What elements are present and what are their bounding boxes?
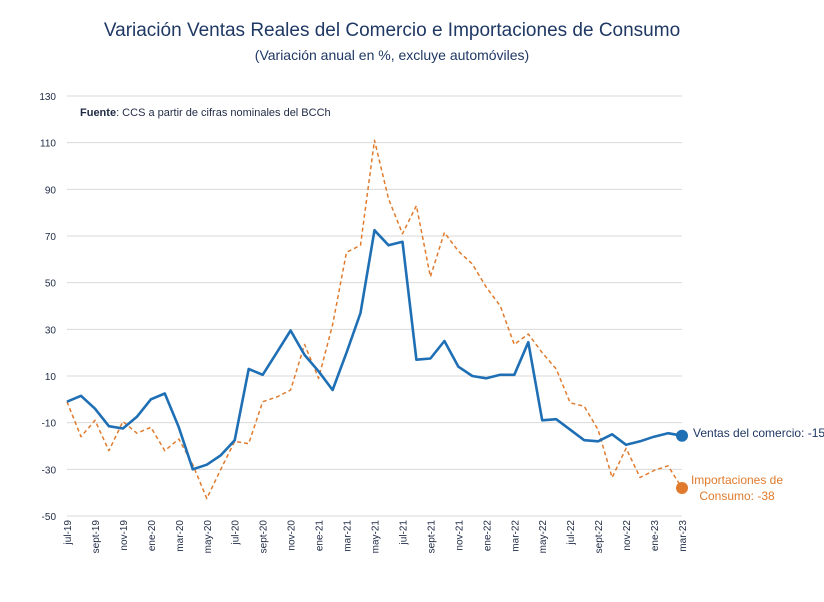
x-axis-ticks: jul-19 sept-19 nov-19 ene-20 mar-20 may-20 jul…	[63, 520, 689, 554]
x-tick-label: sept-19	[91, 520, 102, 554]
source-note: Fuente: CCS a partir de cifras nominales…	[80, 107, 331, 119]
x-tick-label: may-22	[538, 520, 549, 554]
x-tick-label: sept-22	[594, 520, 605, 554]
x-tick-label: ene-20	[147, 520, 158, 552]
x-tick-label: nov-19	[119, 520, 130, 551]
x-tick-label: may-20	[203, 520, 214, 554]
x-tick-label: mar-21	[343, 520, 354, 552]
x-tick-label: jul-22	[566, 520, 577, 546]
x-tick-label: nov-22	[622, 520, 633, 551]
x-tick-label: jul-20	[231, 520, 242, 546]
x-tick-label: mar-22	[510, 520, 521, 552]
ventas-end-label: Ventas del comercio: -15,6	[693, 426, 824, 440]
x-tick-label: ene-23	[650, 520, 661, 552]
x-tick-label: mar-23	[678, 520, 689, 552]
source-text: : CCS a partir de cifras nominales del B…	[116, 107, 331, 119]
importaciones-end-label-line2: Consumo: -38	[699, 489, 775, 503]
ventas-end-marker	[676, 429, 688, 442]
chart-subtitle: (Variación anual en %, excluye automóvil…	[255, 47, 529, 63]
x-tick-label: sept-20	[259, 520, 270, 554]
importaciones-end-marker	[676, 482, 688, 494]
gridlines	[67, 95, 682, 517]
chart-title: Variación Ventas Reales del Comercio e I…	[104, 20, 680, 41]
x-tick-label: jul-21	[398, 520, 409, 546]
x-tick-label: nov-20	[287, 520, 298, 551]
y-tick-label: 10	[45, 372, 57, 383]
y-tick-label: 130	[39, 92, 56, 103]
source-label: Fuente	[80, 107, 116, 119]
y-tick-label: 110	[40, 139, 56, 150]
y-tick-label: 70	[45, 232, 57, 243]
y-tick-label: 30	[45, 325, 57, 336]
y-tick-label: -10	[42, 419, 57, 430]
y-tick-label: -50	[42, 512, 57, 523]
x-tick-label: mar-20	[175, 520, 186, 552]
y-tick-label: 50	[45, 279, 57, 290]
importaciones-de-consumo-line	[66, 139, 683, 500]
x-tick-label: ene-22	[482, 520, 493, 552]
importaciones-end-label-line1: Importaciones de	[691, 473, 783, 487]
x-tick-label: nov-21	[454, 520, 465, 551]
series-lines	[66, 139, 683, 500]
x-tick-label: may-21	[371, 520, 382, 554]
y-tick-label: 90	[45, 185, 57, 196]
x-tick-label: ene-21	[315, 520, 326, 552]
y-tick-label: -30	[42, 465, 57, 476]
x-tick-label: sept-21	[426, 520, 437, 554]
y-axis-ticks: -50 -30 -10 10 30 50 70 90 110 130	[39, 92, 56, 523]
x-tick-label: jul-19	[63, 520, 74, 546]
ventas-del-comercio-line	[66, 228, 683, 471]
